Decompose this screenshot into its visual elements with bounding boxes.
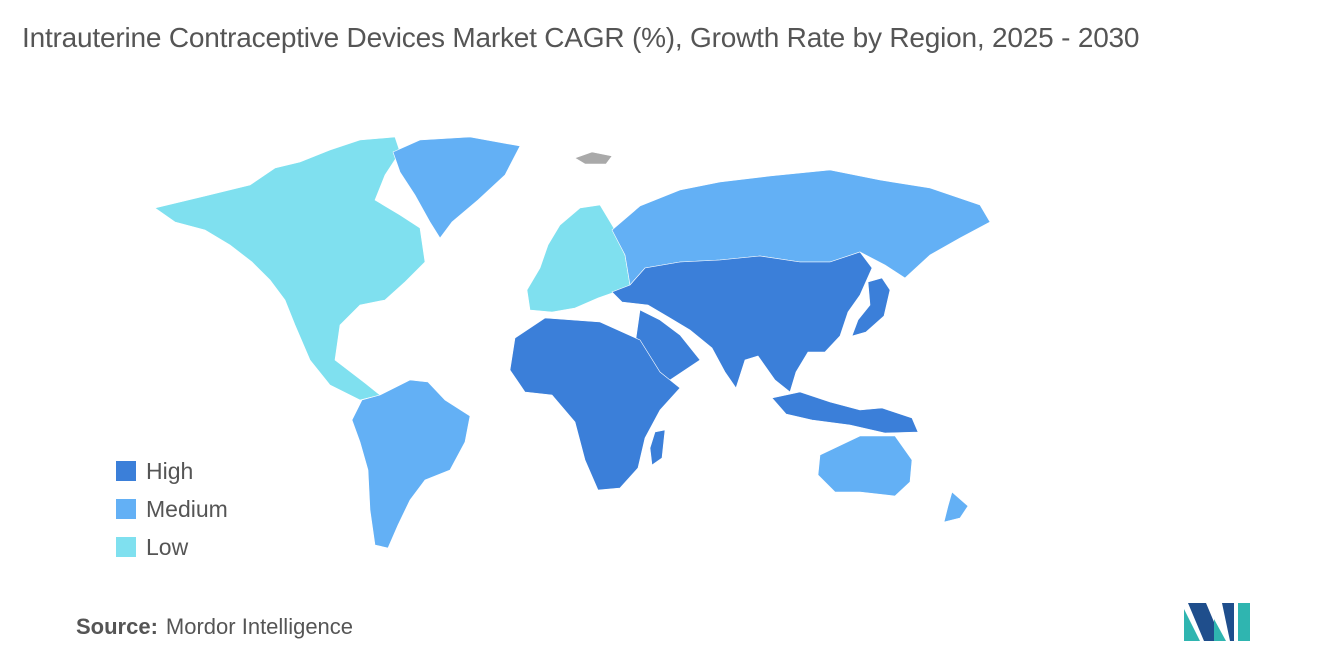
region-greenland bbox=[392, 136, 521, 239]
region-madagascar bbox=[649, 429, 666, 466]
legend-label-low: Low bbox=[146, 533, 189, 560]
legend: High Medium Low bbox=[116, 452, 228, 566]
world-map bbox=[154, 136, 991, 549]
region-japan bbox=[851, 277, 891, 337]
region-asia bbox=[611, 251, 873, 393]
region-australia bbox=[817, 435, 913, 497]
region-europe bbox=[526, 204, 631, 313]
source-value: Mordor Intelligence bbox=[165, 614, 354, 639]
region-new-zealand bbox=[943, 491, 969, 523]
mordor-intelligence-logo-icon bbox=[1184, 603, 1250, 641]
legend-item-low: Low bbox=[116, 528, 228, 566]
legend-swatch-high bbox=[116, 461, 136, 481]
legend-label-medium: Medium bbox=[146, 495, 228, 522]
region-southeast-asia-islands bbox=[771, 391, 919, 434]
region-africa bbox=[509, 317, 681, 491]
legend-item-high: High bbox=[116, 452, 228, 490]
legend-swatch-low bbox=[116, 537, 136, 557]
region-north-america bbox=[154, 136, 426, 401]
chart-title: Intrauterine Contraceptive Devices Marke… bbox=[22, 22, 1140, 53]
legend-label-high: High bbox=[146, 457, 194, 484]
source-line: Source: Mordor Intelligence bbox=[76, 614, 353, 640]
source-label: Source: bbox=[76, 614, 158, 639]
legend-item-medium: Medium bbox=[116, 490, 228, 528]
legend-swatch-medium bbox=[116, 499, 136, 519]
region-south-america bbox=[351, 379, 471, 549]
region-svalbard-no-data bbox=[574, 151, 613, 165]
